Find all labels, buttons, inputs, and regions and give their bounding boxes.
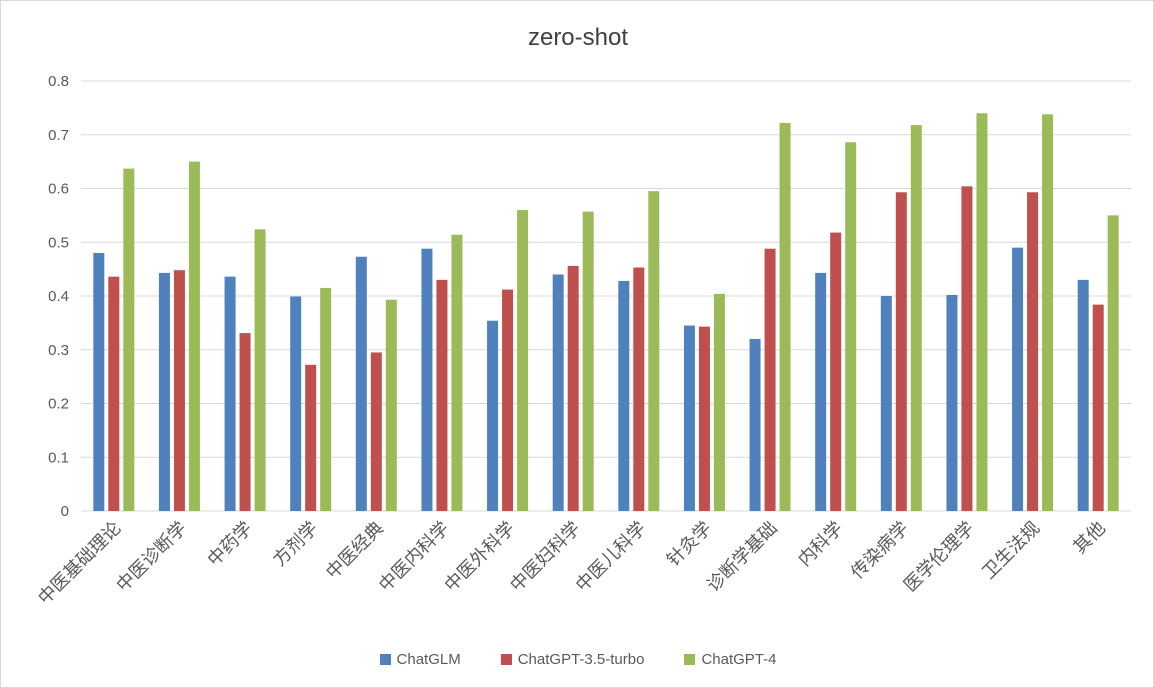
x-tick-label: 中药学 <box>204 518 257 571</box>
legend-swatch <box>500 654 512 665</box>
bar-chatgpt-3-5-turbo-3 <box>305 364 317 511</box>
y-tick-label: 0.8 <box>48 73 69 90</box>
x-tick-label: 针灸学 <box>663 518 716 571</box>
bar-chatgpt-4-3 <box>320 287 332 511</box>
y-tick-label: 0.1 <box>48 449 69 466</box>
bar-chatglm-6 <box>487 320 499 511</box>
x-tick-label: 传染病学 <box>847 518 913 584</box>
bar-chatgpt-4-6 <box>517 210 529 511</box>
legend: ChatGLM ChatGPT-3.5-turbo ChatGPT-4 <box>1 651 1154 668</box>
gridlines <box>81 80 1131 512</box>
x-tick-label: 中医基础理论 <box>34 518 125 609</box>
bar-chatgpt-3-5-turbo-12 <box>895 192 907 511</box>
chart-title: zero-shot <box>528 24 628 51</box>
bar-chatgpt-4-1 <box>188 161 200 511</box>
legend-label: ChatGLM <box>396 651 461 668</box>
y-axis-tick-labels: 0 0.1 0.2 0.3 0.4 0.5 0.6 0.7 0.8 <box>48 73 69 520</box>
bar-chatglm-5 <box>421 248 433 511</box>
x-tick-label: 医学伦理学 <box>900 518 978 596</box>
legend-item: ChatGLM <box>379 651 461 668</box>
bar-chatgpt-4-8 <box>648 191 660 511</box>
bar-chatglm-12 <box>880 296 892 511</box>
y-tick-label: 0 <box>61 503 69 520</box>
bar-chatgpt-3-5-turbo-1 <box>173 270 185 511</box>
legend-label: ChatGPT-3.5-turbo <box>517 651 645 668</box>
bar-chatgpt-3-5-turbo-10 <box>764 248 776 511</box>
bar-chatgpt-3-5-turbo-2 <box>239 333 251 511</box>
y-tick-label: 0.6 <box>48 181 69 198</box>
x-tick-label: 诊断学基础 <box>703 518 781 596</box>
bar-chatglm-14 <box>1012 247 1024 511</box>
bar-chatgpt-3-5-turbo-14 <box>1027 192 1039 511</box>
y-tick-label: 0.3 <box>48 342 69 359</box>
bar-chatgpt-3-5-turbo-13 <box>961 186 973 511</box>
bars <box>93 113 1119 512</box>
x-tick-label: 内科学 <box>794 518 847 571</box>
x-tick-label: 其他 <box>1069 518 1109 558</box>
y-tick-label: 0.2 <box>48 396 69 413</box>
bar-chatgpt-4-13 <box>976 113 988 511</box>
y-tick-label: 0.7 <box>48 127 69 144</box>
bar-chatglm-0 <box>93 253 105 511</box>
bar-chatgpt-3-5-turbo-15 <box>1092 304 1104 511</box>
bar-chatgpt-4-14 <box>1042 114 1054 511</box>
bar-chatgpt-3-5-turbo-0 <box>108 276 120 511</box>
bar-chatgpt-4-12 <box>910 125 922 511</box>
x-tick-label: 方剂学 <box>269 518 322 571</box>
bar-chatgpt-4-4 <box>385 299 397 511</box>
bar-chatglm-2 <box>224 276 236 511</box>
bar-chatgpt-3-5-turbo-4 <box>370 352 382 511</box>
bar-chatgpt-4-9 <box>713 293 725 511</box>
bar-chatgpt-4-5 <box>451 234 463 511</box>
bar-chatglm-4 <box>355 256 367 511</box>
x-tick-label: 卫生法规 <box>978 518 1044 584</box>
legend-item: ChatGPT-3.5-turbo <box>500 651 645 668</box>
bar-chatglm-3 <box>290 296 302 511</box>
bar-chatglm-7 <box>552 274 564 511</box>
bar-chatgpt-4-0 <box>123 168 135 512</box>
x-tick-label: 中医诊断学 <box>112 518 190 596</box>
bar-chatgpt-3-5-turbo-11 <box>830 232 842 511</box>
bar-chatgpt-3-5-turbo-5 <box>436 279 448 511</box>
legend-label: ChatGPT-4 <box>701 651 777 668</box>
bar-chatglm-8 <box>618 280 630 511</box>
x-tick-label: 中医儿科学 <box>572 518 650 596</box>
bar-chatgpt-4-15 <box>1107 215 1119 511</box>
bar-chatgpt-4-7 <box>582 211 594 512</box>
bar-chatglm-1 <box>158 272 170 511</box>
bar-chatgpt-3-5-turbo-7 <box>567 265 579 511</box>
bar-chart: zero-shot 0 0.1 0.2 0.3 0.4 0.5 0.6 0.7 0.8 中医基础… <box>34 24 1131 609</box>
legend-item: ChatGPT-4 <box>684 651 776 668</box>
y-tick-label: 0.4 <box>48 288 69 305</box>
bar-chatglm-11 <box>815 272 827 511</box>
x-tick-label: 中医妇科学 <box>506 518 584 596</box>
y-tick-label: 0.5 <box>48 234 69 251</box>
bar-chatglm-10 <box>749 339 761 511</box>
legend-swatch <box>684 654 696 665</box>
x-tick-label: 中医经典 <box>322 518 388 584</box>
bar-chatglm-9 <box>683 325 695 511</box>
bar-chatglm-13 <box>946 294 958 511</box>
bar-chatglm-15 <box>1077 279 1089 511</box>
x-tick-label: 中医外科学 <box>441 518 519 596</box>
x-tick-label: 中医内科学 <box>375 518 453 596</box>
bar-chatgpt-3-5-turbo-9 <box>698 326 710 511</box>
legend-swatch <box>379 654 391 665</box>
bar-chatgpt-3-5-turbo-8 <box>633 267 645 511</box>
bar-chatgpt-4-2 <box>254 229 266 511</box>
bar-chatgpt-4-10 <box>779 122 791 512</box>
bar-chatgpt-3-5-turbo-6 <box>502 289 514 511</box>
bar-chatgpt-4-11 <box>845 142 857 511</box>
